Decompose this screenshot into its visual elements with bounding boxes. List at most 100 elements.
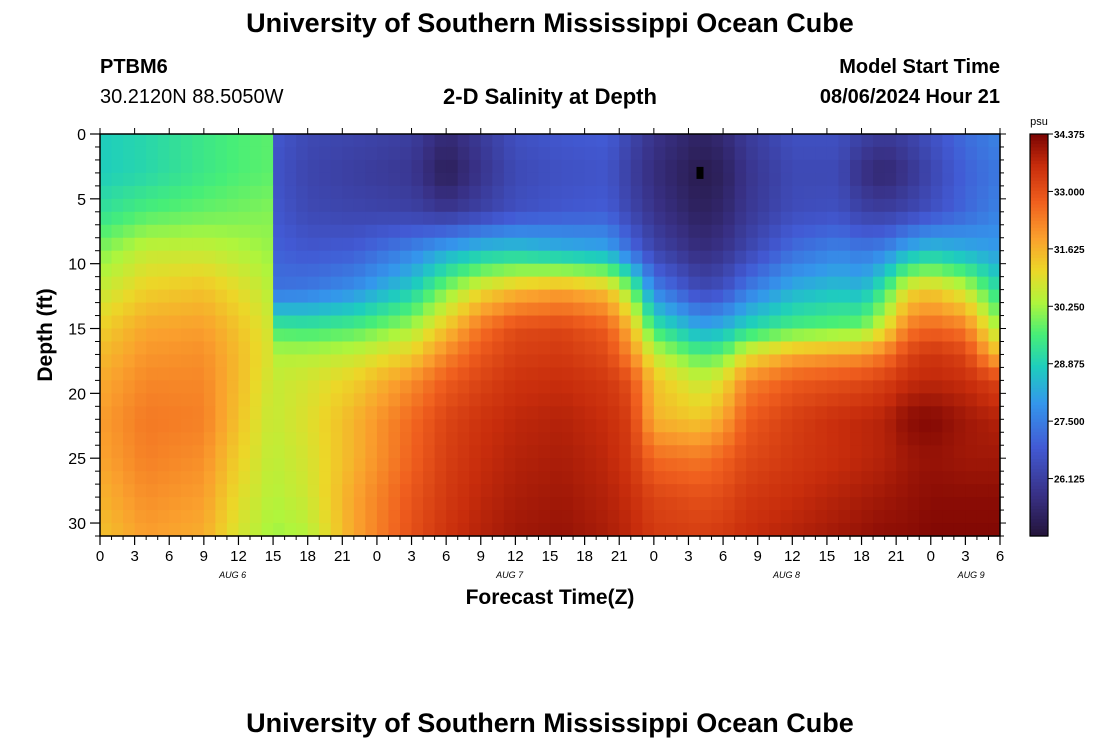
heatmap-cell [930, 134, 943, 148]
heatmap-cell [111, 211, 124, 226]
heatmap-cell [515, 367, 528, 381]
heatmap-cell [157, 198, 170, 213]
heatmap-cell [803, 445, 816, 459]
heatmap-cell [700, 419, 713, 433]
heatmap-cell [746, 458, 759, 472]
heatmap-cell [446, 354, 459, 369]
heatmap-cell [942, 497, 955, 511]
location-marker [696, 166, 704, 179]
heatmap-cell [988, 341, 1001, 356]
heatmap-cell [561, 354, 574, 369]
heatmap-cell [734, 380, 747, 394]
heatmap-cell [284, 172, 297, 187]
heatmap-cell [365, 510, 378, 524]
heatmap-cell [780, 198, 793, 213]
heatmap-cell [873, 523, 886, 537]
heatmap-cell [250, 406, 263, 420]
heatmap-cell [584, 380, 597, 394]
footer-title: University of Southern Mississippi Ocean… [246, 708, 854, 738]
heatmap-cell [261, 146, 274, 161]
heatmap-cell [192, 523, 205, 537]
heatmap-cell [226, 134, 240, 148]
heatmap-cell [780, 523, 793, 537]
heatmap-cell [203, 380, 216, 394]
heatmap-cell [850, 341, 863, 356]
heatmap-cell [723, 406, 736, 420]
heatmap-cell [388, 380, 401, 394]
heatmap-cell [711, 134, 724, 148]
heatmap-cell [457, 458, 470, 472]
heatmap-cell [873, 328, 886, 343]
heatmap-cell [942, 523, 955, 537]
colorbar-segment [1030, 402, 1048, 406]
heatmap-cell [226, 302, 240, 317]
heatmap-cell [561, 419, 574, 433]
heatmap-cell [734, 484, 747, 498]
heatmap-cell [365, 484, 378, 498]
heatmap-cell [780, 289, 793, 304]
heatmap-cell [250, 497, 263, 511]
heatmap-cell [123, 458, 136, 472]
heatmap-cell [215, 328, 228, 343]
heatmap-cell [550, 523, 563, 537]
heatmap-cell [919, 445, 932, 459]
heatmap-cell [850, 471, 863, 485]
heatmap-cell [492, 146, 505, 161]
heatmap-cell [111, 172, 124, 187]
heatmap-cell [480, 134, 493, 148]
heatmap-cell [400, 445, 413, 459]
heatmap-cell [642, 172, 655, 187]
heatmap-cell [700, 367, 713, 381]
heatmap-cell [111, 419, 124, 433]
heatmap-cell [134, 224, 147, 239]
heatmap-cell [573, 289, 586, 304]
heatmap-cell [619, 419, 632, 433]
heatmap-cell [365, 471, 378, 485]
heatmap-cell [550, 289, 563, 304]
heatmap-cell [261, 224, 274, 239]
heatmap-cell [561, 250, 574, 265]
heatmap-cell [826, 406, 840, 420]
heatmap-cell [180, 263, 193, 278]
heatmap-cell [942, 250, 955, 265]
heatmap-cell [538, 146, 551, 161]
heatmap-cell [815, 510, 828, 524]
heatmap-cell [838, 211, 851, 226]
heatmap-cell [457, 341, 470, 356]
heatmap-cell [953, 484, 966, 498]
heatmap-cell [111, 393, 124, 407]
heatmap-cell [169, 432, 182, 446]
heatmap-cell [111, 159, 124, 174]
heatmap-cell [376, 237, 390, 252]
heatmap-cell [388, 185, 401, 200]
heatmap-cell [930, 484, 943, 498]
heatmap-cell [457, 211, 470, 226]
heatmap-cell [642, 432, 655, 446]
heatmap-cell [503, 523, 516, 537]
heatmap-cell [423, 224, 436, 239]
heatmap-cell [503, 263, 516, 278]
heatmap-cell [665, 419, 678, 433]
heatmap-cell [550, 510, 563, 524]
heatmap-cell [746, 185, 759, 200]
colorbar-segment [1030, 435, 1048, 440]
heatmap-cell [780, 497, 793, 511]
heatmap-cell [584, 432, 597, 446]
heatmap-cell [769, 146, 782, 161]
heatmap-cell [400, 172, 413, 187]
heatmap-cell [469, 380, 482, 394]
heatmap-cell [250, 198, 263, 213]
x-tick-label: 15 [542, 548, 559, 565]
heatmap-cell [630, 224, 643, 239]
heatmap-cell [826, 211, 840, 226]
heatmap-cell [423, 198, 436, 213]
heatmap-cell [319, 172, 332, 187]
heatmap-cell [526, 315, 540, 330]
heatmap-cell [607, 341, 620, 356]
heatmap-cell [550, 406, 563, 420]
heatmap-cell [653, 263, 666, 278]
heatmap-cell [319, 393, 332, 407]
heatmap-cell [446, 134, 459, 148]
heatmap-cell [123, 380, 136, 394]
heatmap-cell [307, 237, 320, 252]
